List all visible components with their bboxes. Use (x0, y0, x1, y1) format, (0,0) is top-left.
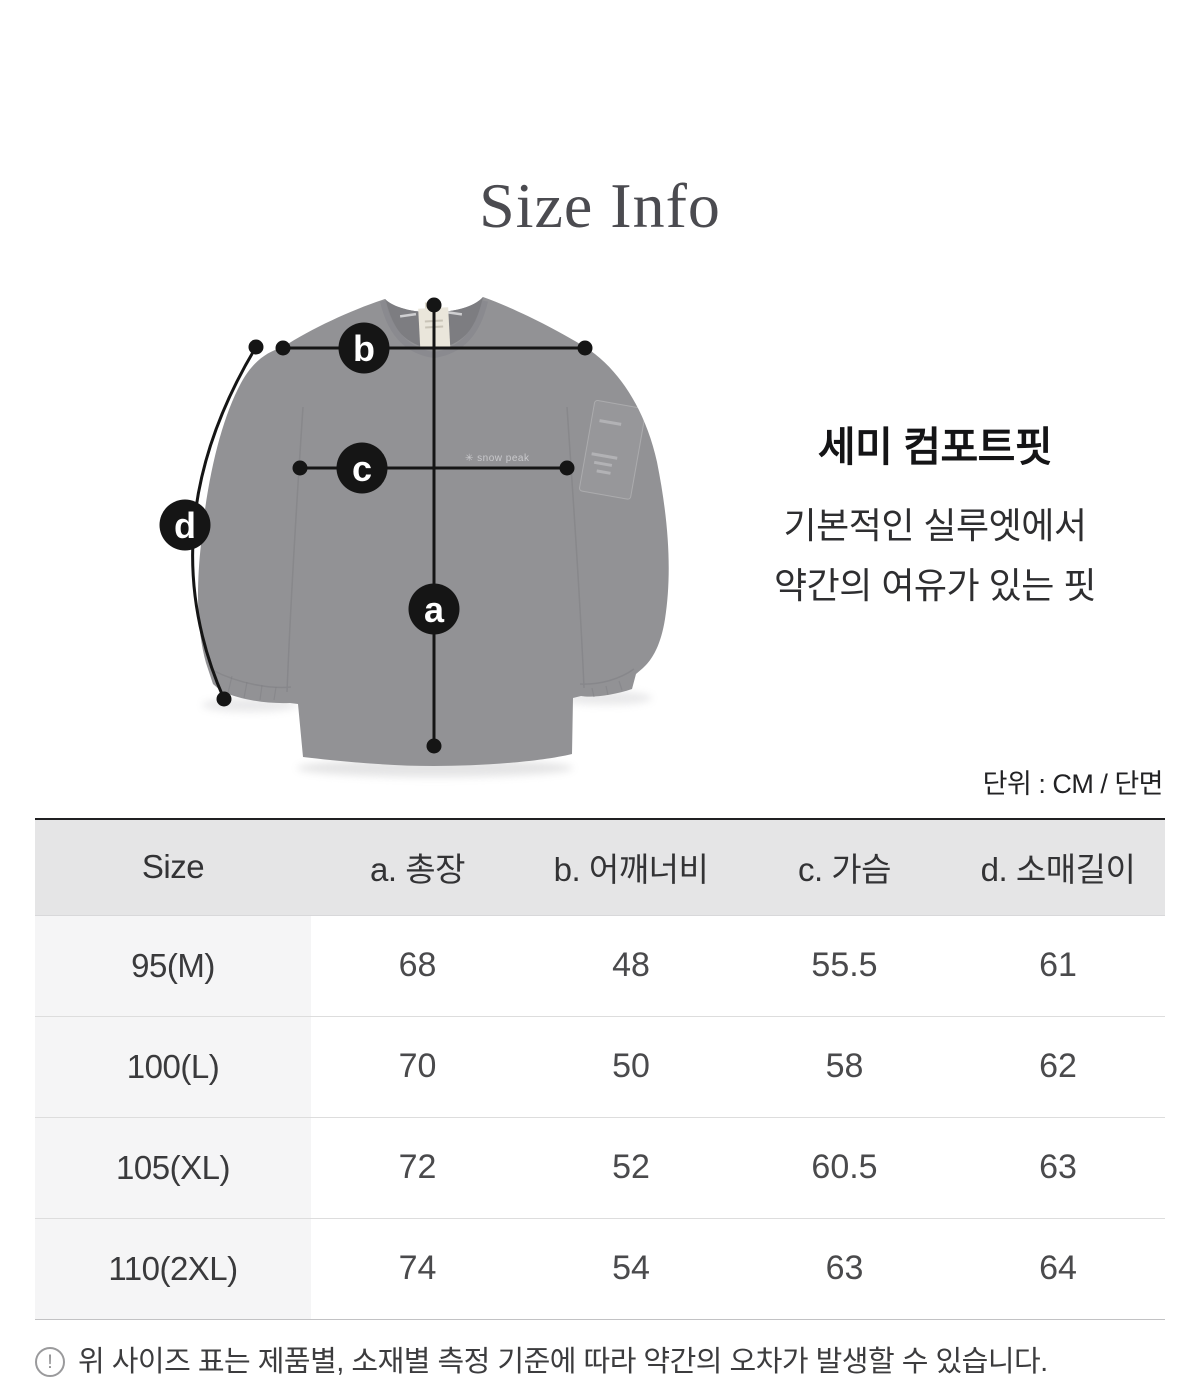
product-measurement-diagram: ✳ snow peak (140, 272, 740, 792)
footnote-text: 위 사이즈 표는 제품별, 소재별 측정 기준에 따라 약간의 오차가 발생할 … (78, 1346, 1048, 1378)
fit-description: 세미 컴포트핏 기본적인 실루엣에서 약간의 여유가 있는 핏 (730, 424, 1140, 616)
fit-description-line-1: 기본적인 실루엣에서 (783, 505, 1087, 546)
value-cell: 70 (311, 1016, 524, 1117)
value-cell: 60.5 (738, 1117, 951, 1218)
chest-logo: ✳ snow peak (465, 453, 530, 464)
units-note: 단위 : CM / 단면 (982, 769, 1164, 799)
marker-a: a (408, 583, 460, 635)
marker-d-label: d (174, 505, 196, 546)
size-table-body: 95(M) 68 48 55.5 61 100(L) 70 50 58 62 1… (35, 915, 1165, 1319)
table-row: 110(2XL) 74 54 63 64 (35, 1218, 1165, 1319)
marker-b: b (338, 322, 390, 374)
size-table: Size a. 총장 b. 어깨너비 c. 가슴 d. 소매길이 95(M) 6… (35, 818, 1165, 1320)
footnote: ! 위 사이즈 표는 제품별, 소재별 측정 기준에 따라 약간의 오차가 발생… (35, 1344, 1048, 1380)
col-header-total-length: a. 총장 (311, 819, 524, 916)
value-cell: 50 (524, 1016, 738, 1117)
size-cell: 110(2XL) (35, 1218, 311, 1319)
marker-c: c (336, 442, 388, 494)
fit-description-line-2: 약간의 여유가 있는 핏 (773, 565, 1097, 606)
measurement-endpoints (216, 297, 593, 754)
col-header-shoulder: b. 어깨너비 (524, 819, 738, 916)
value-cell: 61 (951, 915, 1165, 1016)
size-cell: 95(M) (35, 915, 311, 1016)
marker-a-label: a (424, 589, 445, 630)
value-cell: 55.5 (738, 915, 951, 1016)
value-cell: 64 (951, 1218, 1165, 1319)
col-header-chest: c. 가슴 (738, 819, 951, 916)
table-row: 105(XL) 72 52 60.5 63 (35, 1117, 1165, 1218)
exclamation-circle-icon: ! (35, 1347, 65, 1377)
value-cell: 63 (738, 1218, 951, 1319)
col-header-sleeve: d. 소매길이 (951, 819, 1165, 916)
marker-c-label: c (352, 448, 372, 489)
value-cell: 48 (524, 915, 738, 1016)
table-row: 100(L) 70 50 58 62 (35, 1016, 1165, 1117)
fit-heading: 세미 컴포트핏 (817, 424, 1053, 470)
seam-lines (211, 406, 635, 693)
marker-b-label: b (353, 328, 375, 369)
col-header-size: Size (35, 819, 311, 916)
size-cell: 105(XL) (35, 1117, 311, 1218)
measurement-markers: b c d a (159, 322, 460, 635)
size-cell: 100(L) (35, 1016, 311, 1117)
value-cell: 58 (738, 1016, 951, 1117)
collar-print-marks (399, 310, 463, 318)
marker-d: d (159, 499, 211, 551)
value-cell: 63 (951, 1117, 1165, 1218)
cuff-ribbing (227, 675, 623, 701)
sleeve-patch (578, 399, 647, 500)
value-cell: 72 (311, 1117, 524, 1218)
shirt-illustration: ✳ snow peak (159, 297, 669, 777)
header-row: Size a. 총장 b. 어깨너비 c. 가슴 d. 소매길이 (35, 819, 1165, 916)
table-row: 95(M) 68 48 55.5 61 (35, 915, 1165, 1016)
page-title: Size Info (479, 170, 721, 241)
value-cell: 54 (524, 1218, 738, 1319)
value-cell: 68 (311, 915, 524, 1016)
value-cell: 52 (524, 1117, 738, 1218)
size-table-header: Size a. 총장 b. 어깨너비 c. 가슴 d. 소매길이 (35, 819, 1165, 916)
value-cell: 62 (951, 1016, 1165, 1117)
value-cell: 74 (311, 1218, 524, 1319)
